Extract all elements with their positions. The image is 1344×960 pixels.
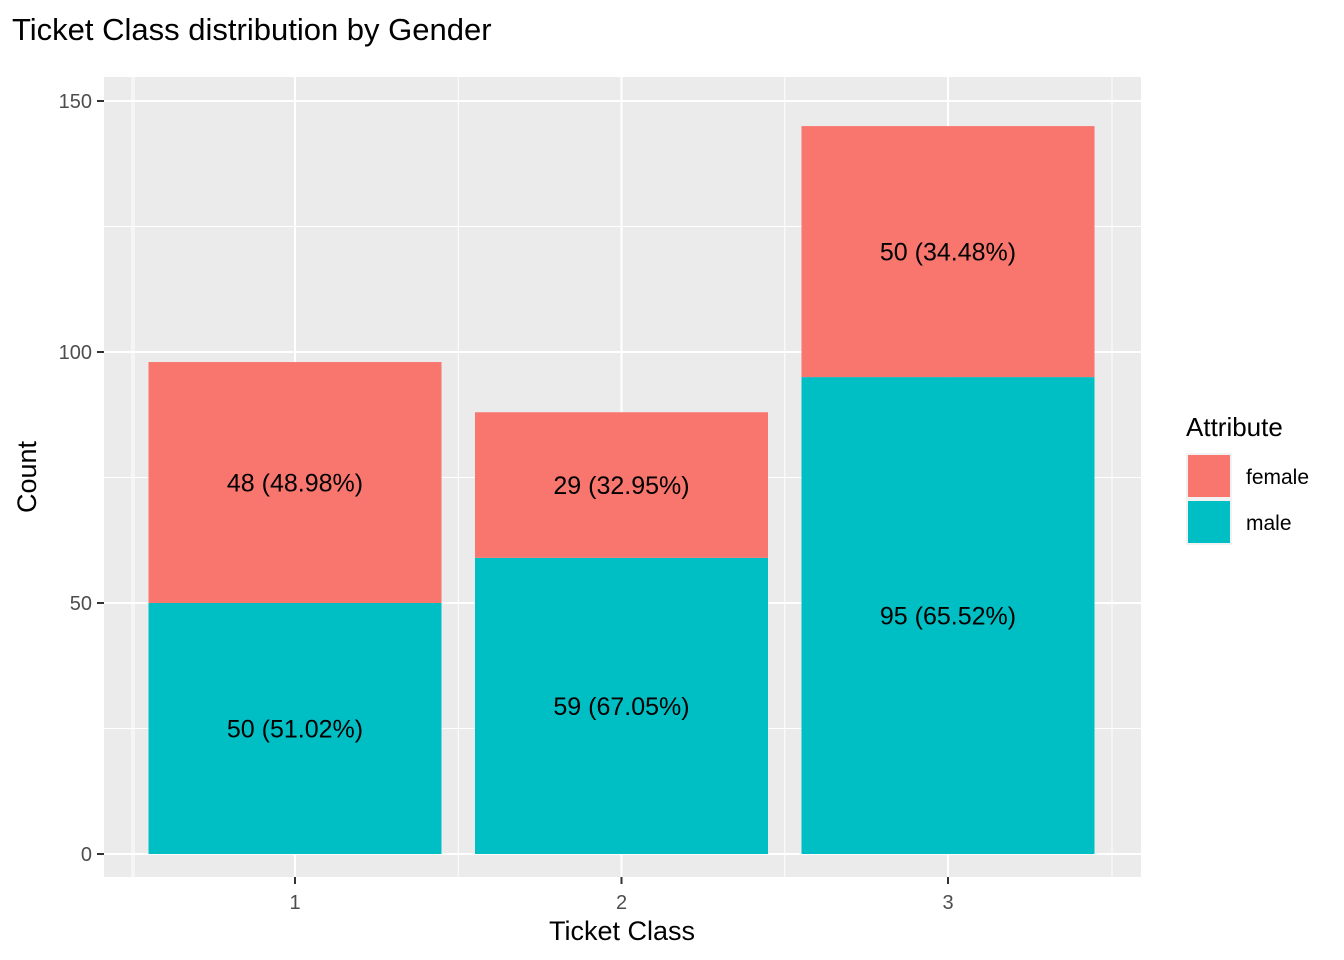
- bar-label-male-2: 59 (67.05%): [553, 693, 689, 721]
- bar-male-2: [475, 557, 768, 854]
- y-tick-label: 0: [81, 844, 92, 866]
- bar-label-female-3: 50 (34.48%): [880, 239, 1016, 267]
- y-tick-label: 50: [70, 593, 92, 615]
- y-axis: 0 50 100 150: [59, 91, 104, 866]
- legend-label-female: female: [1246, 466, 1309, 489]
- y-tick-label: 100: [59, 342, 92, 364]
- legend-label-male: male: [1246, 512, 1292, 535]
- bar-female-1: [148, 362, 442, 603]
- x-axis: 1 2 3: [289, 877, 954, 914]
- legend: Attribute female male: [1186, 412, 1309, 545]
- bars: [148, 126, 1095, 854]
- chart-title: Ticket Class distribution by Gender: [12, 12, 492, 47]
- x-axis-title: Ticket Class: [549, 916, 695, 946]
- bar-male-3: [801, 377, 1095, 854]
- y-tick-label: 150: [59, 91, 92, 113]
- x-tick-label: 2: [616, 892, 627, 914]
- bar-female-3: [801, 126, 1095, 378]
- bar-female-2: [475, 412, 768, 558]
- legend-swatch-male: [1188, 501, 1230, 543]
- legend-title: Attribute: [1186, 412, 1283, 442]
- bar-label-female-2: 29 (32.95%): [553, 472, 689, 500]
- x-tick-label: 1: [289, 892, 300, 914]
- bar-label-male-1: 50 (51.02%): [227, 716, 363, 744]
- bar-label-male-3: 95 (65.52%): [880, 603, 1016, 631]
- x-tick-label: 3: [942, 892, 953, 914]
- legend-swatch-female: [1188, 455, 1230, 497]
- bar-male-1: [148, 603, 442, 854]
- bar-label-female-1: 48 (48.98%): [227, 470, 363, 498]
- bar-labels: 50 (51.02%) 48 (48.98%) 59 (67.05%) 29 (32.…: [227, 239, 1016, 744]
- y-axis-title: Count: [12, 440, 42, 513]
